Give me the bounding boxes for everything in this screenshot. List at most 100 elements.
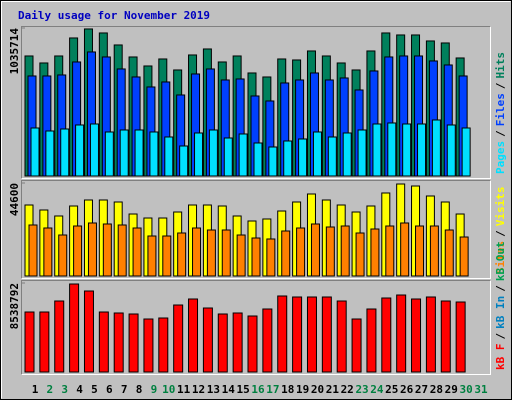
bar <box>206 229 216 277</box>
bar <box>425 296 436 373</box>
bar <box>192 227 202 277</box>
legend-separator: / <box>494 82 507 89</box>
x-tick-label: 30 <box>460 383 473 396</box>
panel-bevel <box>21 180 491 279</box>
bar <box>429 225 439 277</box>
bar <box>281 230 291 277</box>
bar <box>251 237 261 277</box>
bar <box>232 312 243 373</box>
bar <box>236 234 246 277</box>
y-tick-label: 44600 <box>8 183 21 216</box>
legend-entry: kB In <box>494 296 507 329</box>
x-tick-label: 8 <box>136 383 143 396</box>
legend-entry: Sites <box>494 241 507 274</box>
bar <box>431 119 441 177</box>
bar <box>54 300 65 373</box>
bar <box>296 227 306 277</box>
bar <box>45 130 55 177</box>
bar <box>292 296 303 373</box>
x-tick-label: 24 <box>370 383 384 396</box>
x-tick-label: 25 <box>385 383 398 396</box>
bar <box>217 313 228 373</box>
bar <box>177 232 187 277</box>
bar <box>179 145 189 177</box>
bar <box>149 131 159 177</box>
legend-separator: / <box>494 285 507 292</box>
bar <box>417 123 427 177</box>
bar <box>30 127 40 177</box>
x-tick-label: 4 <box>76 383 83 396</box>
bar <box>147 235 157 277</box>
bar <box>128 313 139 373</box>
x-tick-label: 26 <box>400 383 414 396</box>
bar <box>143 318 154 373</box>
bar <box>119 129 129 177</box>
bar <box>444 229 454 277</box>
bar <box>98 311 109 373</box>
bar <box>336 300 347 373</box>
y-tick-label: 8538792 <box>8 283 21 329</box>
bar <box>277 295 288 373</box>
x-tick-label: 3 <box>61 383 68 396</box>
x-tick-label: 15 <box>237 383 250 396</box>
x-tick-label: 13 <box>207 383 220 396</box>
bar <box>60 128 70 177</box>
bar <box>266 238 276 277</box>
bar <box>202 307 213 373</box>
bar <box>43 227 53 277</box>
legend: Sites / Visits <box>494 187 507 275</box>
bar <box>268 146 278 177</box>
legend: Pages / Files / Hits <box>494 52 507 174</box>
bar <box>446 124 456 177</box>
bar <box>113 312 124 373</box>
legend-entry: kB F <box>494 344 507 371</box>
bar <box>73 225 83 277</box>
panel-bevel <box>21 26 491 179</box>
bar <box>75 124 85 177</box>
bar <box>89 123 99 177</box>
bar <box>355 232 365 277</box>
x-tick-label: 10 <box>162 383 175 396</box>
legend-separator: / <box>494 130 507 137</box>
bar <box>173 304 184 373</box>
bar <box>87 222 97 277</box>
x-tick-label: 14 <box>222 383 236 396</box>
bar <box>58 234 68 277</box>
bar <box>24 311 35 373</box>
bar <box>312 131 322 177</box>
x-tick-label: 22 <box>341 383 354 396</box>
bar <box>340 225 350 277</box>
x-tick-label: 2 <box>47 383 54 396</box>
bar <box>223 137 233 177</box>
bar <box>370 228 380 277</box>
bar <box>247 315 258 373</box>
bar <box>162 235 172 277</box>
bar <box>366 308 377 373</box>
legend-entry: Visits <box>494 187 507 227</box>
bar <box>321 296 332 373</box>
legend-separator: / <box>494 333 507 340</box>
bar <box>455 301 466 373</box>
bar <box>238 133 248 177</box>
bar <box>158 317 169 373</box>
bar <box>253 142 263 177</box>
x-tick-label: 31 <box>474 383 488 396</box>
bar <box>327 136 337 177</box>
bar <box>372 123 382 177</box>
legend-entry: kB Out <box>494 241 507 281</box>
legend-entry: Files <box>494 93 507 126</box>
x-tick-label: 11 <box>177 383 191 396</box>
bar <box>28 224 38 277</box>
x-tick-label: 12 <box>192 383 205 396</box>
bar <box>461 127 471 177</box>
bar <box>164 136 174 177</box>
bar <box>102 223 112 277</box>
bar <box>351 318 362 373</box>
bar <box>69 283 80 373</box>
bar <box>83 290 94 373</box>
bar <box>208 129 218 177</box>
bar <box>262 308 273 373</box>
legend: kB F / kB In / kB Out <box>494 241 507 370</box>
panel-bevel <box>21 280 491 375</box>
